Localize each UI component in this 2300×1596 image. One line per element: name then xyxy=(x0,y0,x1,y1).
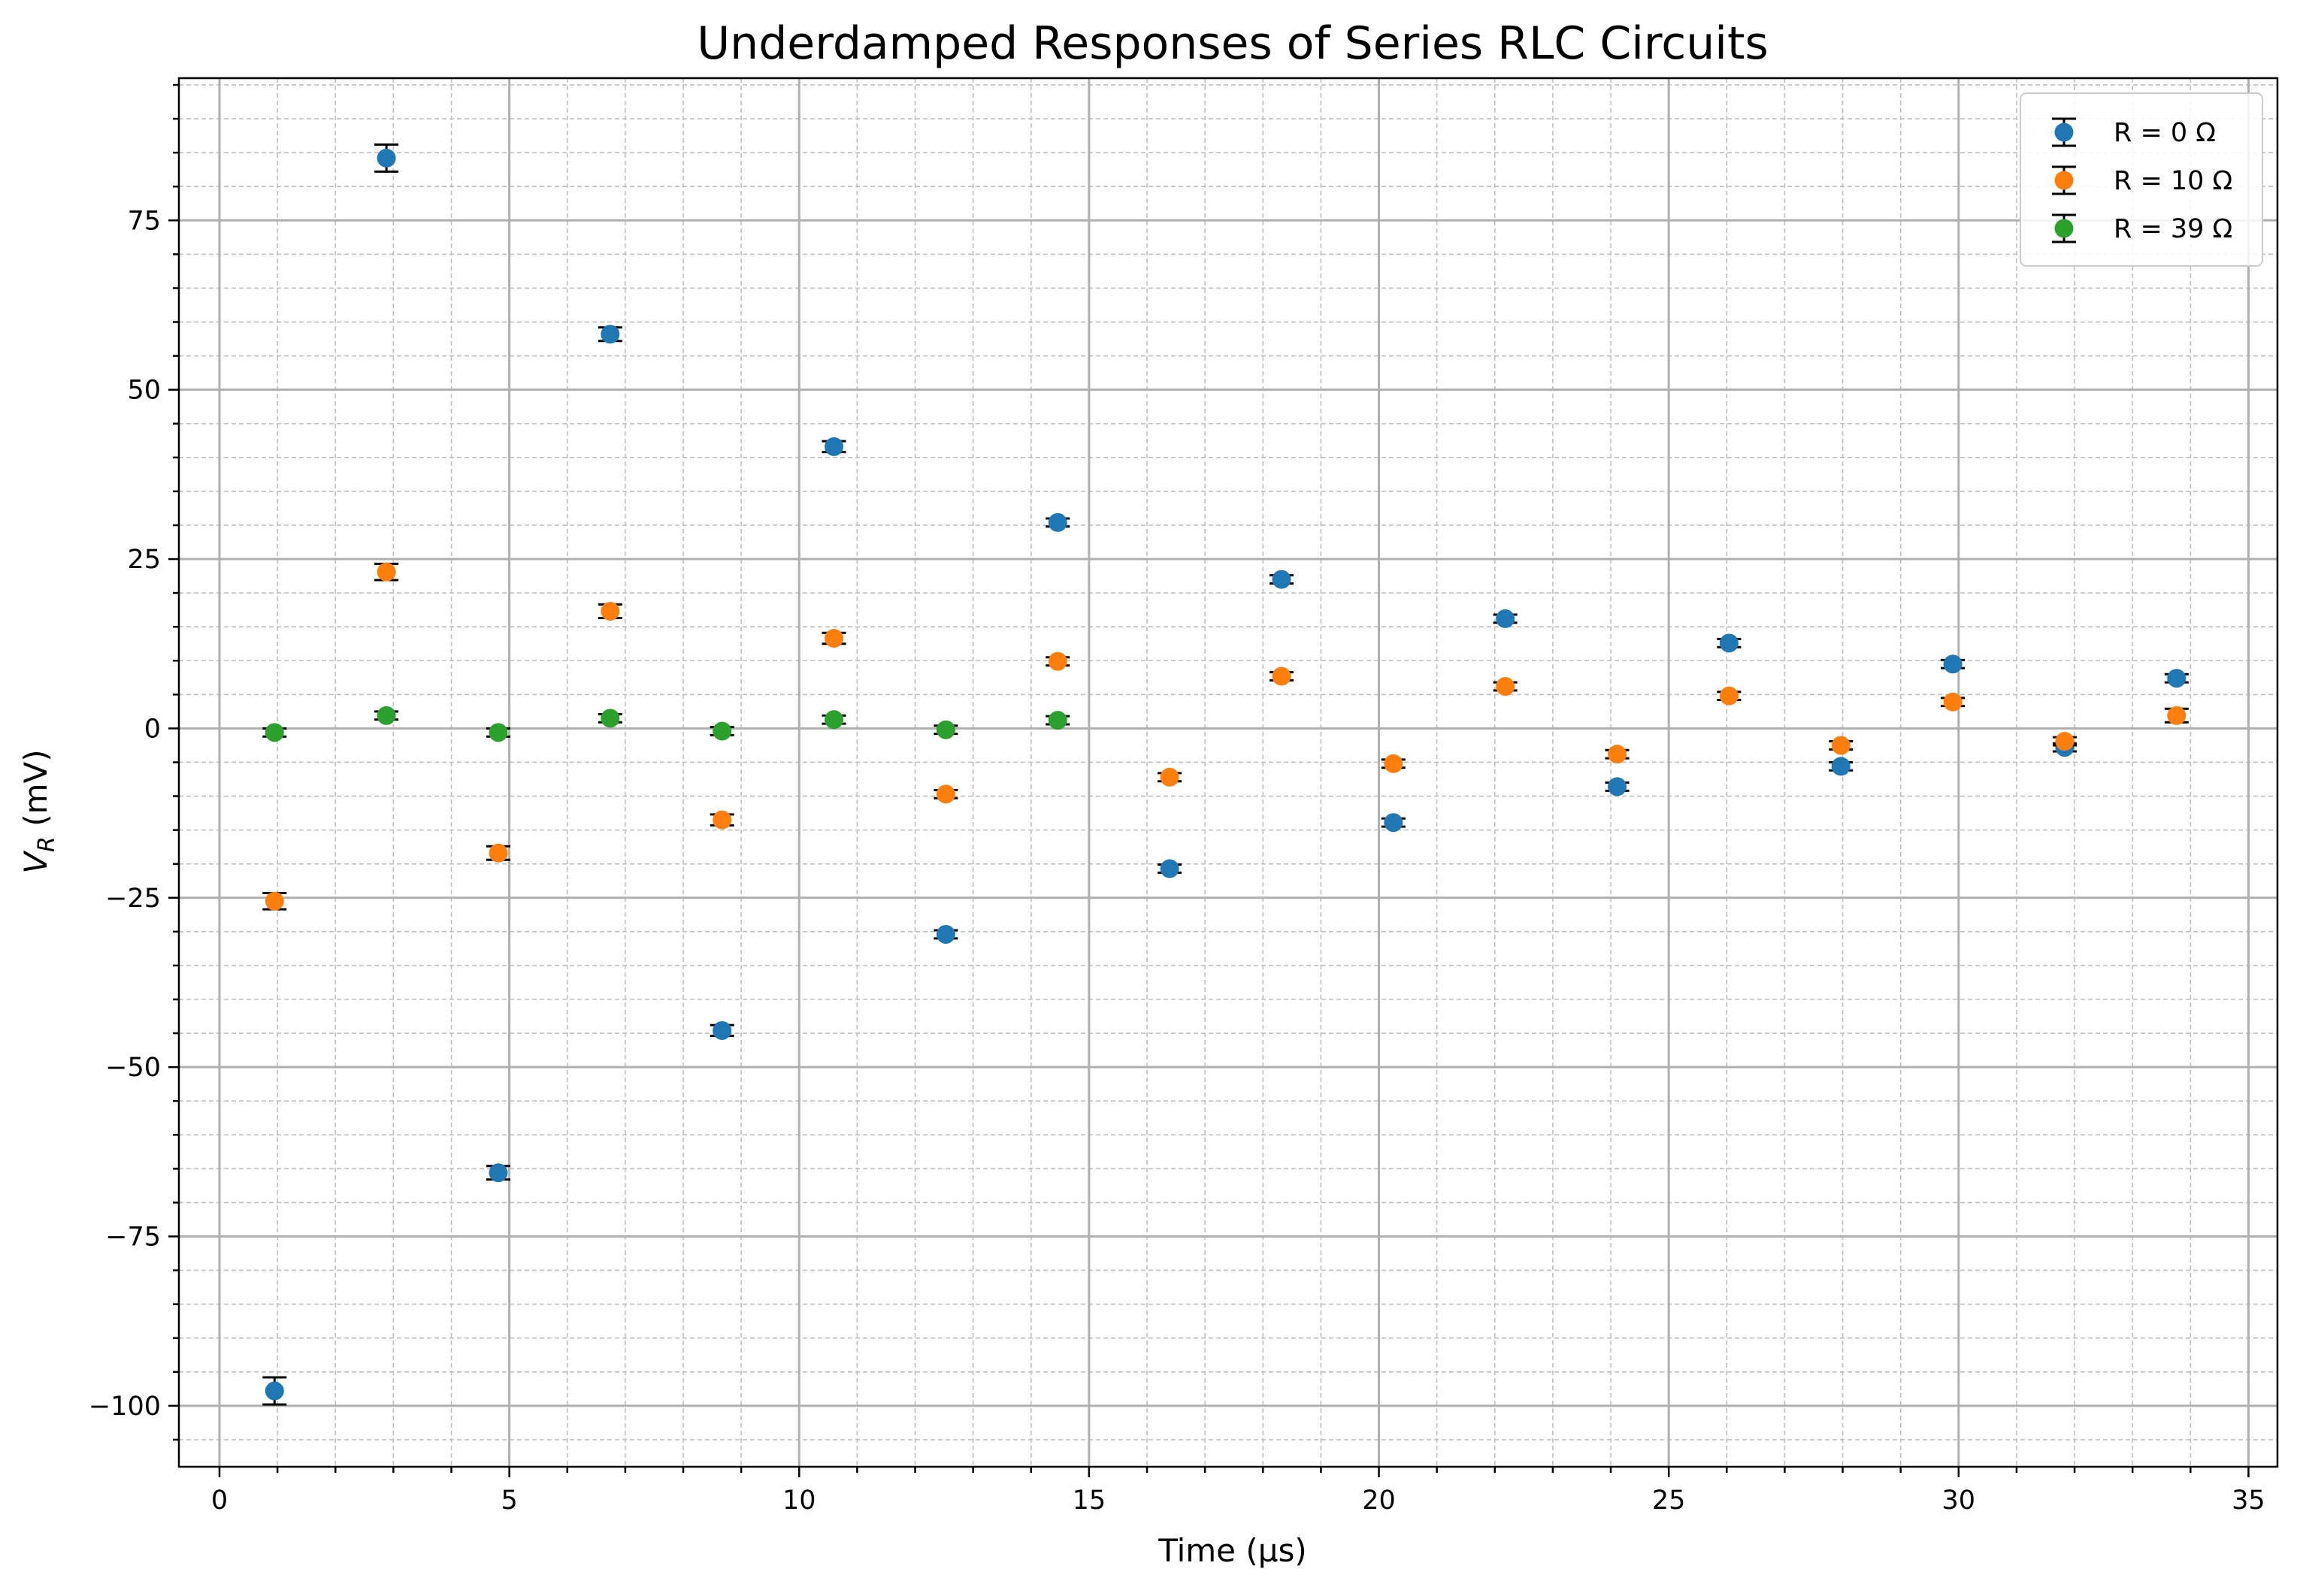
legend-marker xyxy=(2054,122,2074,142)
data-point xyxy=(489,1163,508,1183)
x-tick-label: 35 xyxy=(2232,1486,2265,1516)
data-point xyxy=(825,710,844,730)
data-point xyxy=(713,810,732,830)
data-point xyxy=(2055,732,2075,751)
data-point xyxy=(489,843,508,863)
legend-box xyxy=(2020,92,2263,267)
data-point xyxy=(1496,609,1515,628)
data-point xyxy=(1719,633,1739,653)
x-tick-label: 0 xyxy=(211,1486,228,1516)
axis-ticks xyxy=(168,83,2250,1477)
data-point xyxy=(2167,706,2187,725)
data-point xyxy=(1831,757,1851,776)
data-point xyxy=(1384,754,1403,773)
data-point xyxy=(825,437,844,456)
data-point xyxy=(1160,767,1179,787)
data-point xyxy=(601,601,620,621)
minor-grid xyxy=(179,78,2277,1467)
data-point xyxy=(1608,745,1627,764)
y-tick-label: −25 xyxy=(105,884,161,914)
y-tick-label: −100 xyxy=(89,1392,161,1422)
y-tick-label: 25 xyxy=(127,545,161,575)
plot-frame xyxy=(177,77,2279,1468)
data-point xyxy=(1384,813,1403,833)
data-point xyxy=(1608,777,1627,796)
data-point xyxy=(713,1020,732,1040)
data-point xyxy=(489,723,508,742)
tick-labels: 0 5 10 15 20 25 30 35 −100 −75 −50 −25 0 25 50 75 xyxy=(89,206,2265,1516)
y-tick-label: −75 xyxy=(105,1223,161,1253)
legend-label: R = 39 Ω xyxy=(2114,214,2232,244)
series-0 xyxy=(262,143,2189,1406)
x-tick-label: 10 xyxy=(782,1486,816,1516)
legend-label: R = 10 Ω xyxy=(2114,166,2232,196)
x-tick-label: 25 xyxy=(1652,1486,1686,1516)
data-point xyxy=(601,709,620,728)
series-1 xyxy=(262,562,2189,911)
data-point xyxy=(1048,711,1067,730)
data-point xyxy=(936,784,955,804)
series-2 xyxy=(262,706,1070,742)
data-point xyxy=(1719,686,1739,706)
data-point xyxy=(377,706,396,725)
x-tick-label: 5 xyxy=(501,1486,517,1516)
x-tick-label: 20 xyxy=(1362,1486,1396,1516)
data-point xyxy=(1943,692,1963,712)
major-grid xyxy=(179,78,2277,1467)
data-point xyxy=(601,325,620,344)
legend-marker xyxy=(2054,219,2074,238)
data-point xyxy=(2167,669,2187,688)
chart-title: Underdamped Responses of Series RLC Circ… xyxy=(697,17,1768,70)
data-point xyxy=(825,629,844,648)
data-point xyxy=(936,720,955,739)
data-point xyxy=(936,924,955,944)
x-axis-label: Time (μs) xyxy=(1158,1532,1307,1569)
y-tick-label: −50 xyxy=(105,1053,161,1083)
data-point xyxy=(1048,512,1067,532)
data-point xyxy=(1048,651,1067,671)
x-tick-label: 15 xyxy=(1073,1486,1106,1516)
legend-marker xyxy=(2054,171,2074,190)
y-axis-label-unit: (mV) xyxy=(17,749,54,836)
data-marks xyxy=(262,143,2189,1406)
data-point xyxy=(1831,736,1851,755)
data-point xyxy=(1272,667,1291,686)
data-point xyxy=(265,891,284,911)
data-point xyxy=(1160,859,1179,878)
y-axis-label: VR (mV) xyxy=(17,749,60,873)
y-axis-label-main: V xyxy=(17,850,54,874)
data-point xyxy=(713,721,732,741)
data-point xyxy=(1272,570,1291,589)
y-tick-label: 0 xyxy=(144,714,161,744)
y-axis-label-subscript: R xyxy=(34,836,60,852)
data-point xyxy=(265,723,284,742)
data-point xyxy=(377,148,396,168)
data-point xyxy=(1943,654,1963,674)
legend-label: R = 0 Ω xyxy=(2114,118,2216,148)
legend: R = 0 Ω R = 10 Ω R = 39 Ω xyxy=(2020,92,2263,267)
y-tick-label: 75 xyxy=(127,206,161,236)
data-point xyxy=(265,1381,284,1401)
y-tick-label: 50 xyxy=(127,376,161,406)
x-tick-label: 30 xyxy=(1942,1486,1976,1516)
data-point xyxy=(377,562,396,582)
data-point xyxy=(1496,677,1515,697)
